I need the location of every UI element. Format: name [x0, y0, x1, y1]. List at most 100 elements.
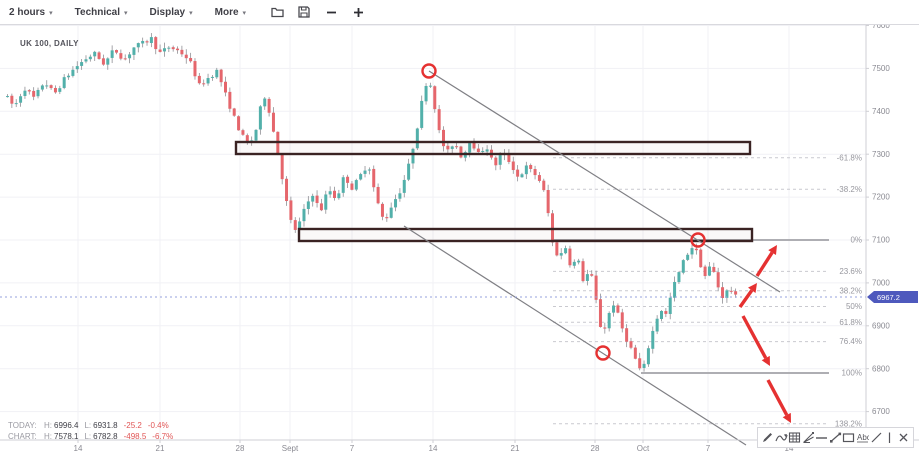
date-axis-label: 21	[511, 444, 520, 453]
fib-grid-icon[interactable]	[788, 431, 801, 445]
price-axis-label: 7100	[872, 236, 890, 245]
chevron-down-icon: ▾	[189, 9, 193, 17]
price-axis-label: 7200	[872, 193, 890, 202]
trendline[interactable]	[428, 70, 781, 293]
price-axis-label: 7500	[872, 64, 890, 73]
chevron-down-icon: ▾	[124, 9, 128, 17]
fib-level-label: 0%	[850, 236, 862, 245]
date-axis-label: 21	[156, 444, 165, 453]
date-axis-label: Oct	[637, 444, 650, 453]
more-dropdown-label: More	[214, 6, 239, 18]
date-axis-label: 14	[74, 444, 83, 453]
chevron-down-icon: ▾	[242, 9, 247, 17]
diagonal-line-icon[interactable]	[870, 431, 883, 445]
fib-level-label: 38.2%	[839, 286, 862, 295]
rectangle-icon[interactable]	[842, 431, 855, 445]
fib-level-label: -61.8%	[837, 153, 862, 162]
direction-arrow[interactable]	[755, 251, 774, 277]
legend-low-value: 6931.8	[93, 421, 118, 430]
price-axis-label: 6700	[872, 407, 890, 416]
legend-row-label: TODAY:	[8, 421, 37, 430]
trendline-icon[interactable]	[829, 431, 842, 445]
svg-text:Abc: Abc	[857, 433, 869, 442]
annotation-circles	[421, 63, 706, 361]
open-folder-icon	[270, 7, 284, 17]
save-icon	[298, 6, 310, 18]
resistance-zone-rectangle[interactable]	[234, 140, 752, 156]
save-button[interactable]	[295, 3, 313, 21]
direction-arrow-head	[768, 245, 777, 256]
vertical-line-icon[interactable]	[883, 431, 896, 445]
close-icon[interactable]	[897, 431, 910, 445]
fib-level-label: 100%	[842, 369, 862, 378]
date-axis-label: 28	[591, 444, 600, 453]
price-axis-label: 7000	[872, 279, 890, 288]
legend-low-label: L:	[84, 421, 92, 430]
price-axis-label: 7300	[872, 150, 890, 159]
chevron-down-icon: ▾	[49, 9, 53, 17]
direction-arrow[interactable]	[741, 315, 768, 359]
trendline[interactable]	[403, 225, 747, 446]
technical-dropdown-label: Technical	[74, 6, 121, 18]
top-toolbar: 2 hours ▾ Technical ▾ Display ▾ More ▾	[0, 0, 919, 25]
legend-chart-row: CHART: H: 7578.1 L: 6782.8 -498.5 -6.7%	[8, 431, 179, 442]
zoom-out-icon	[326, 11, 336, 13]
highlight-circle[interactable]	[421, 63, 437, 79]
price-axis-label: 7600	[872, 21, 890, 30]
more-dropdown[interactable]: More ▾	[215, 7, 246, 18]
price-axis-label: 7400	[872, 107, 890, 116]
text-tool-icon[interactable]: Abc	[856, 431, 869, 445]
legend-low-value: 6782.8	[93, 432, 118, 441]
horizontal-line-icon[interactable]	[815, 431, 828, 445]
technical-dropdown[interactable]: Technical ▾	[75, 7, 128, 18]
date-axis-label: 14	[785, 444, 794, 453]
legend-high-value: 6996.4	[54, 421, 79, 430]
legend-low-label: L:	[84, 432, 92, 441]
resistance-zone-rectangle[interactable]	[297, 227, 754, 243]
date-axis-label: 7	[706, 444, 711, 453]
direction-arrow[interactable]	[766, 379, 789, 416]
fib-level-label: 138.2%	[835, 419, 862, 428]
ohlc-legend: TODAY: H: 6996.4 L: 6931.8 -25.2 -0.4% CHART: H:…	[8, 420, 179, 442]
fan-lines-icon[interactable]	[802, 431, 815, 445]
highlight-circle[interactable]	[690, 232, 706, 248]
timeframe-dropdown-label: 2 hours	[9, 6, 46, 18]
date-axis-label: 14	[429, 444, 438, 453]
date-axis-label: 28	[236, 444, 245, 453]
price-axis-label: 6800	[872, 364, 890, 373]
price-axis-label: 6900	[872, 321, 890, 330]
date-axis-label: 7	[350, 444, 355, 453]
candles-layer	[6, 33, 738, 372]
date-axis: 14 21 28 Sept 7 14 21 28 Oct 7 14	[74, 440, 794, 453]
fib-level-label: 50%	[846, 302, 862, 311]
zoom-in-button[interactable]	[349, 3, 367, 21]
legend-high-value: 7578.1	[54, 432, 79, 441]
direction-arrow[interactable]	[738, 289, 754, 308]
display-dropdown[interactable]: Display ▾	[150, 7, 193, 18]
open-folder-button[interactable]	[268, 3, 286, 21]
pen-tool-icon[interactable]	[761, 431, 774, 445]
fib-level-label: 23.6%	[839, 267, 862, 276]
direction-arrow-head	[761, 355, 770, 366]
direction-arrow-head	[748, 283, 757, 294]
annotation-rectangles	[234, 140, 754, 243]
zoom-in-icon	[353, 7, 363, 17]
current-price-value: 6967.2	[877, 293, 900, 302]
fib-level-label: 76.4%	[839, 337, 862, 346]
curve-tool-icon[interactable]	[775, 431, 788, 445]
zoom-out-button[interactable]	[322, 3, 340, 21]
fib-level-label: -38.2%	[837, 185, 862, 194]
highlight-circle[interactable]	[595, 345, 611, 361]
timeframe-dropdown[interactable]: 2 hours ▾	[9, 7, 53, 18]
legend-high-label: H:	[44, 421, 52, 430]
annotation-arrows	[738, 245, 791, 423]
trendlines	[403, 70, 781, 446]
legend-change-pct: -0.4%	[147, 421, 169, 430]
fib-level-label: 61.8%	[839, 318, 862, 327]
legend-row-label: CHART:	[8, 432, 37, 441]
symbol-label: UK 100, DAILY	[20, 39, 79, 48]
legend-today-row: TODAY: H: 6996.4 L: 6931.8 -25.2 -0.4%	[8, 420, 179, 431]
direction-arrow-head	[782, 412, 791, 423]
